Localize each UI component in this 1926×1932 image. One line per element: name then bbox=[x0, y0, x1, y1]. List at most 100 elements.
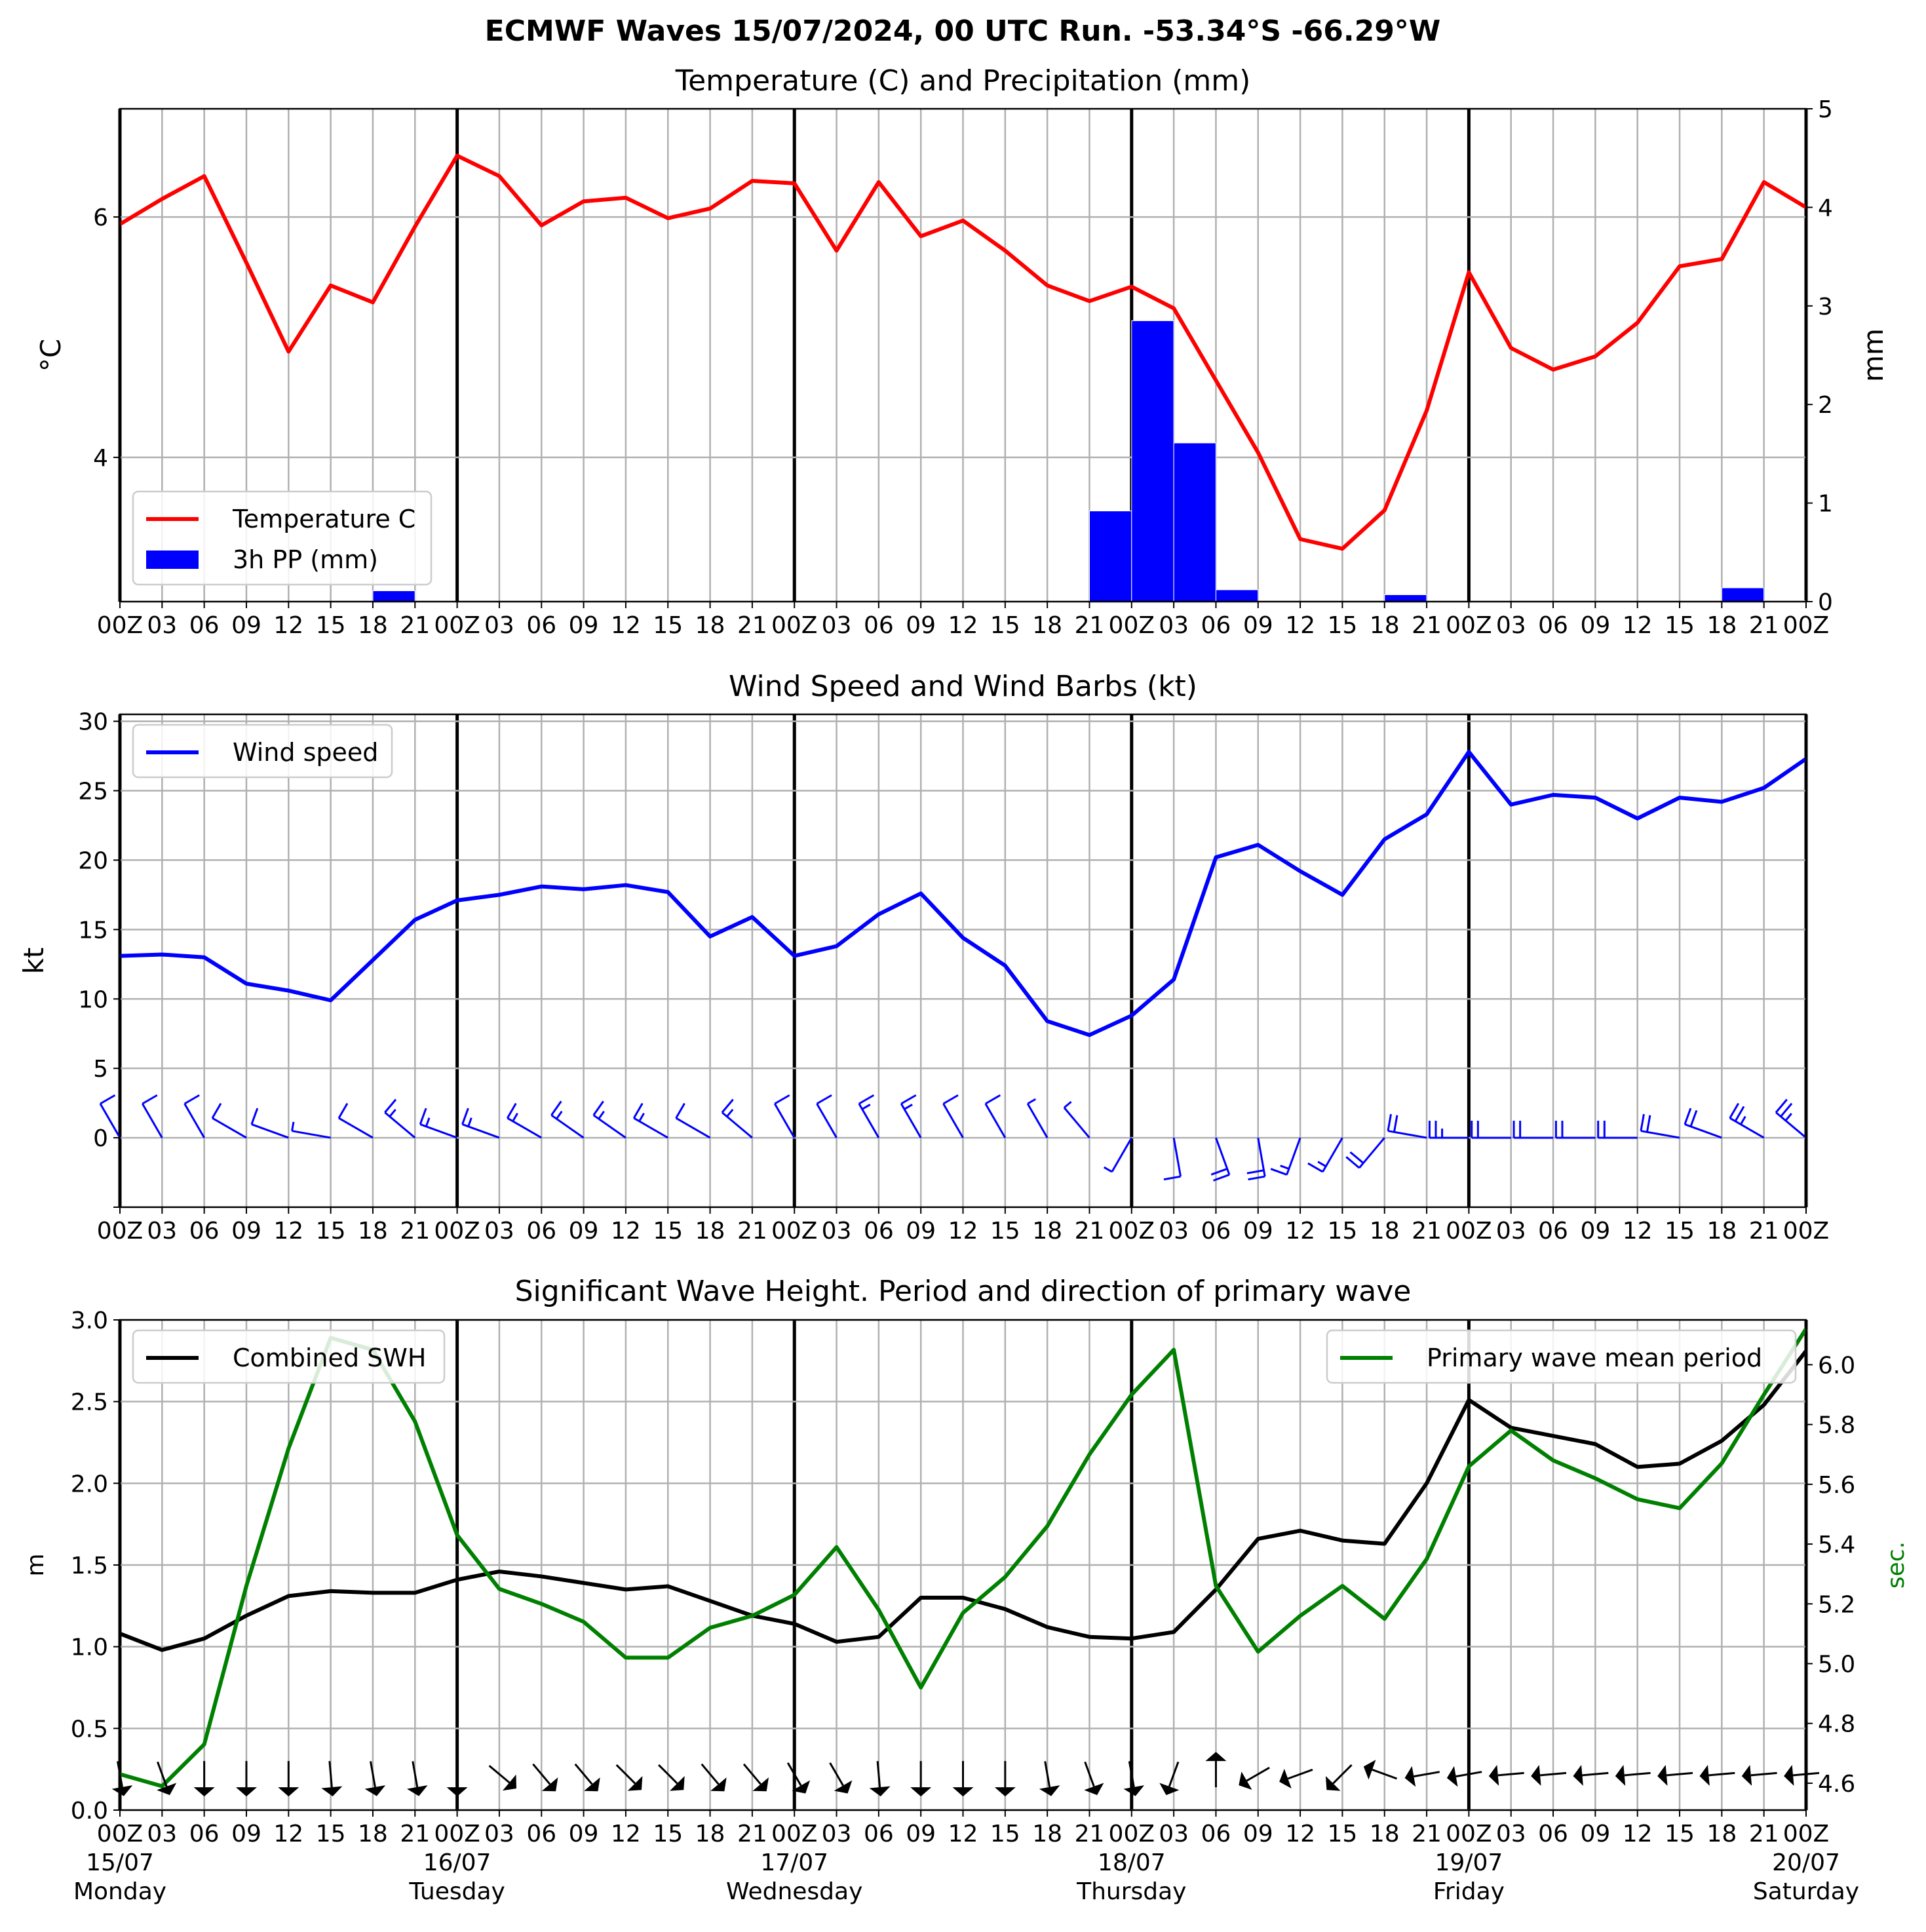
y2-tick-label: 5.4 bbox=[1818, 1532, 1855, 1558]
arrow-head bbox=[752, 1777, 769, 1792]
arrow-head bbox=[1446, 1766, 1458, 1787]
wave-direction-arrow bbox=[1573, 1764, 1609, 1786]
wind-barb-staff bbox=[292, 1130, 331, 1139]
y2-axis-label: mm bbox=[1857, 328, 1889, 382]
wind-barb bbox=[1063, 1100, 1090, 1139]
wind-barb-feather bbox=[512, 1113, 518, 1122]
wind-barb-staff bbox=[142, 1103, 163, 1138]
wind-barb-feather bbox=[211, 1102, 222, 1119]
day-date-label: 19/07 bbox=[1435, 1849, 1503, 1876]
wave-direction-arrow bbox=[406, 1761, 428, 1796]
x-tick-label: 21 bbox=[400, 612, 430, 639]
legend-label: Wind speed bbox=[233, 738, 378, 767]
x-tick-label: 00Z bbox=[1446, 1821, 1492, 1847]
y2-tick-label: 1 bbox=[1818, 491, 1833, 518]
day-date-label: 15/07 bbox=[86, 1849, 154, 1876]
wind-barb-feather bbox=[506, 1102, 517, 1119]
wind-barb bbox=[1512, 1121, 1554, 1139]
wind-barb-staff bbox=[773, 1103, 796, 1138]
wind-barb-feather bbox=[1270, 1168, 1288, 1176]
wind-barb-feather bbox=[726, 1108, 734, 1117]
y2-axis-label: sec. bbox=[1883, 1541, 1910, 1589]
x-tick-label: 06 bbox=[864, 1218, 894, 1245]
x-tick-label: 15 bbox=[990, 612, 1020, 639]
wind-barb-staff bbox=[1111, 1137, 1133, 1172]
arrow-head bbox=[1325, 1775, 1341, 1791]
x-tick-label: 15 bbox=[1328, 612, 1358, 639]
x-tick-label: 09 bbox=[569, 612, 599, 639]
wind-barb bbox=[291, 1121, 331, 1139]
x-tick-label: 21 bbox=[1075, 1218, 1105, 1245]
wind-barb bbox=[1428, 1121, 1469, 1139]
y2-tick-label: 4.6 bbox=[1818, 1771, 1855, 1798]
x-tick-label: 09 bbox=[1580, 612, 1610, 639]
wind-barb-staff bbox=[984, 1103, 1007, 1138]
arrow-shaft bbox=[1708, 1771, 1735, 1777]
wind-barb-feather bbox=[291, 1121, 295, 1131]
arrow-head bbox=[1159, 1783, 1180, 1796]
arrow-shaft bbox=[412, 1761, 419, 1788]
x-tick-label: 18 bbox=[1032, 612, 1062, 639]
arrow-shaft bbox=[1084, 1761, 1095, 1787]
x-tick-label: 12 bbox=[611, 1218, 641, 1245]
x-tick-label: 06 bbox=[1201, 1821, 1231, 1847]
x-tick-label: 09 bbox=[1243, 1821, 1273, 1847]
wind-barb-feather bbox=[1345, 1156, 1360, 1169]
wind-barb-feather bbox=[467, 1117, 472, 1127]
y-tick-label: 20 bbox=[78, 847, 108, 874]
wind-barb bbox=[1597, 1121, 1638, 1139]
x-tick-label: 18 bbox=[358, 1821, 388, 1847]
x-tick-label: 21 bbox=[1749, 1218, 1779, 1245]
x-tick-label: 06 bbox=[1201, 612, 1231, 639]
y-axis-label: kt bbox=[18, 948, 50, 975]
arrow-head bbox=[670, 1775, 685, 1791]
wind-barb-staff bbox=[1322, 1137, 1343, 1172]
arrow-shaft bbox=[1332, 1764, 1353, 1785]
y2-tick-label: 6.0 bbox=[1818, 1352, 1855, 1379]
wind-barb-feather bbox=[1163, 1175, 1181, 1181]
x-tick-label: 06 bbox=[1201, 1218, 1231, 1245]
arrow-head bbox=[1239, 1771, 1252, 1790]
x-tick-label: 03 bbox=[822, 1218, 852, 1245]
y-axis-label: °C bbox=[35, 339, 67, 372]
x-tick-label: 09 bbox=[906, 612, 936, 639]
wind-barb-feather bbox=[1684, 1108, 1692, 1125]
wind-barb-feather bbox=[638, 1113, 645, 1122]
wind-barb bbox=[1307, 1137, 1343, 1173]
wave-direction-arrow bbox=[1699, 1764, 1735, 1786]
wave-direction-arrow bbox=[952, 1761, 974, 1797]
panel-title: Significant Wave Height. Period and dire… bbox=[515, 1275, 1412, 1308]
wind-barb-feather bbox=[632, 1102, 644, 1119]
arrow-shaft bbox=[1582, 1771, 1609, 1777]
x-tick-label: 15 bbox=[1665, 1821, 1695, 1847]
arrow-shaft bbox=[1624, 1771, 1651, 1777]
arrow-head bbox=[994, 1787, 1016, 1797]
wave-direction-arrow bbox=[1123, 1761, 1145, 1796]
arrow-shaft bbox=[1372, 1768, 1398, 1780]
day-name-label: Thursday bbox=[1076, 1878, 1186, 1905]
x-tick-label: 06 bbox=[526, 1821, 556, 1847]
legend-swatch bbox=[146, 551, 199, 569]
wave-direction-arrow bbox=[193, 1761, 215, 1797]
arrow-head bbox=[834, 1780, 853, 1794]
wind-barb-feather bbox=[774, 1094, 790, 1105]
x-tick-label: 06 bbox=[1538, 612, 1568, 639]
wind-barb-feather bbox=[1646, 1115, 1651, 1132]
panel-title: Temperature (C) and Precipitation (mm) bbox=[675, 64, 1251, 98]
arrow-head bbox=[952, 1787, 974, 1797]
wave-direction-arrow bbox=[1404, 1766, 1440, 1787]
wind-barb bbox=[984, 1094, 1007, 1138]
day-date-label: 20/07 bbox=[1772, 1849, 1840, 1876]
wind-barb bbox=[183, 1094, 205, 1138]
x-tick-label: 09 bbox=[1243, 1218, 1273, 1245]
x-tick-label: 15 bbox=[1665, 1218, 1695, 1245]
wind-barb-feather bbox=[1027, 1098, 1037, 1105]
x-tick-label: 21 bbox=[1075, 612, 1105, 639]
arrow-shaft bbox=[1044, 1761, 1051, 1788]
wave-direction-arrow bbox=[1363, 1760, 1398, 1780]
wind-barb bbox=[337, 1102, 374, 1139]
wind-barb bbox=[1345, 1137, 1385, 1169]
arrow-shaft bbox=[157, 1761, 168, 1787]
x-tick-label: 21 bbox=[1749, 612, 1779, 639]
x-tick-label: 06 bbox=[526, 1218, 556, 1245]
